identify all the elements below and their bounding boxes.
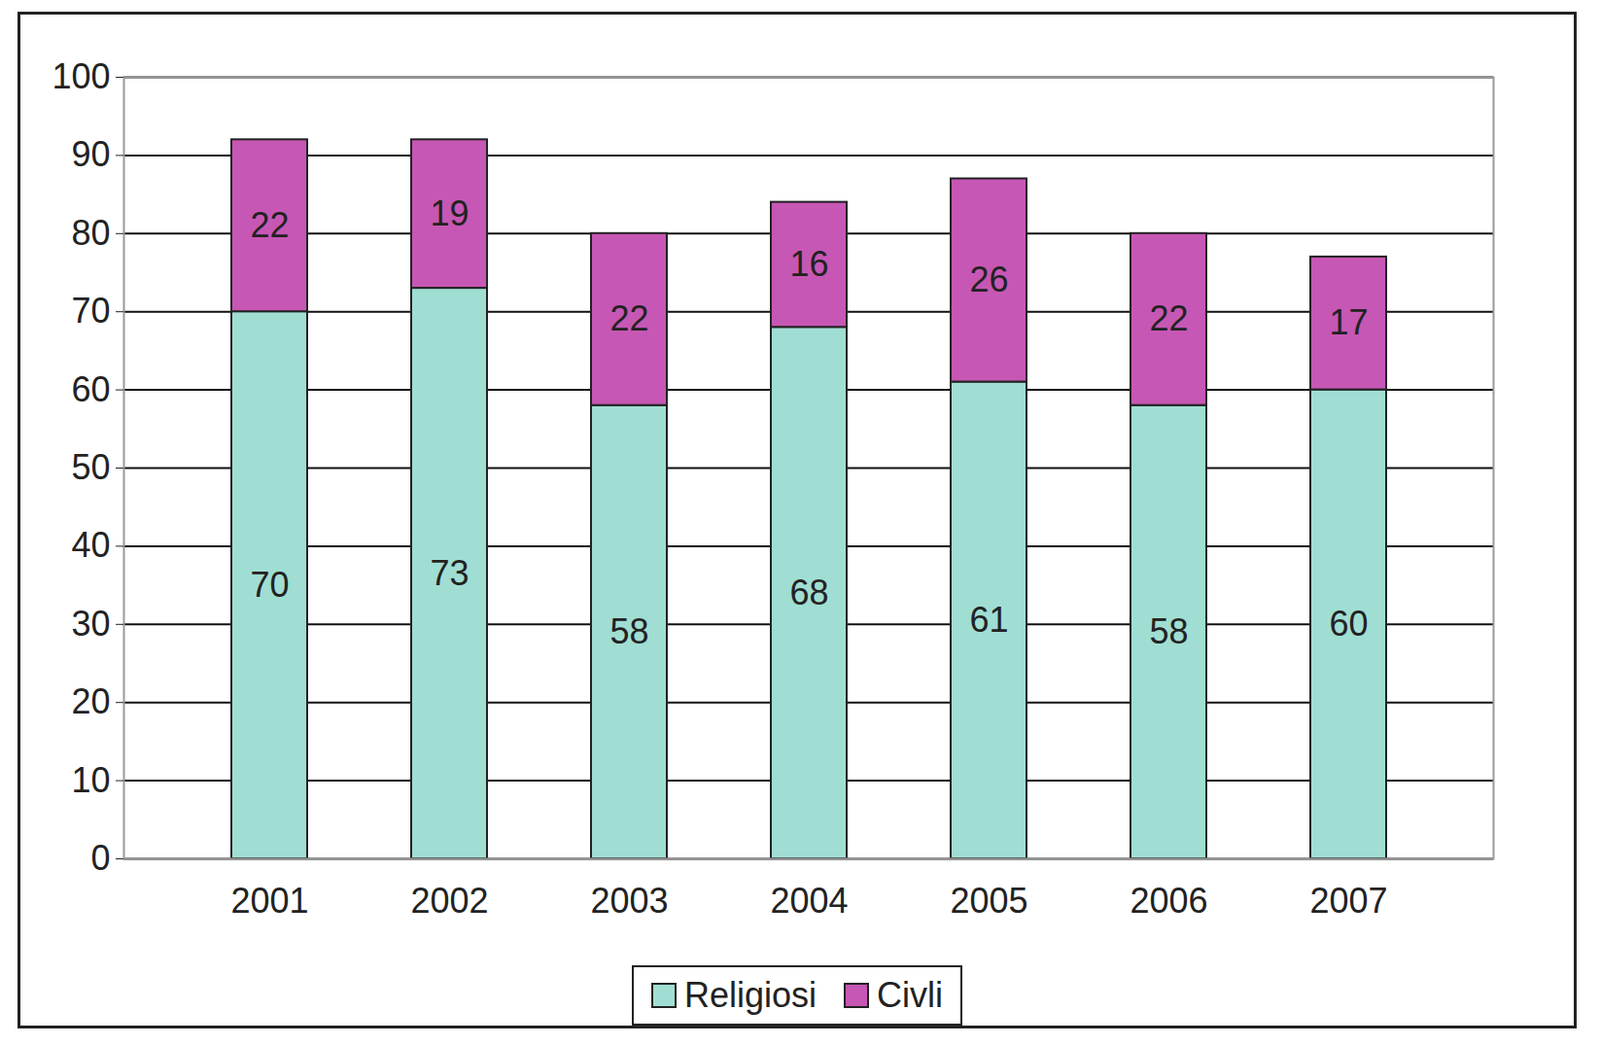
svg-text:19: 19 bbox=[429, 193, 469, 234]
svg-text:70: 70 bbox=[249, 564, 289, 605]
svg-text:61: 61 bbox=[969, 599, 1009, 640]
svg-text:100: 100 bbox=[51, 56, 110, 97]
svg-text:58: 58 bbox=[609, 611, 649, 652]
svg-text:73: 73 bbox=[429, 553, 469, 593]
svg-text:2003: 2003 bbox=[590, 880, 668, 921]
svg-text:22: 22 bbox=[1148, 298, 1188, 339]
html-text:Civli: Civli bbox=[876, 974, 943, 1015]
svg-text:68: 68 bbox=[789, 572, 829, 613]
svg-text:60: 60 bbox=[1328, 603, 1368, 644]
svg-text:70: 70 bbox=[70, 290, 110, 331]
svg-text:22: 22 bbox=[609, 298, 649, 339]
svg-text:80: 80 bbox=[70, 212, 110, 253]
svg-text:58: 58 bbox=[1148, 611, 1188, 652]
svg-text:0: 0 bbox=[90, 837, 110, 878]
svg-text:22: 22 bbox=[249, 205, 289, 245]
svg-text:2007: 2007 bbox=[1309, 880, 1388, 921]
svg-text:30: 30 bbox=[70, 603, 110, 644]
svg-text:2001: 2001 bbox=[230, 880, 309, 921]
svg-text:16: 16 bbox=[789, 243, 829, 284]
svg-text:60: 60 bbox=[70, 369, 110, 410]
svg-text:2002: 2002 bbox=[410, 880, 488, 921]
svg-text:10: 10 bbox=[70, 760, 110, 800]
svg-text:2005: 2005 bbox=[949, 880, 1028, 921]
html-text:Religiosi: Religiosi bbox=[684, 974, 817, 1015]
svg-text:2004: 2004 bbox=[769, 880, 848, 921]
svg-text:2006: 2006 bbox=[1129, 880, 1208, 921]
svg-text:50: 50 bbox=[70, 447, 110, 487]
svg-text:20: 20 bbox=[70, 681, 110, 722]
svg-text:90: 90 bbox=[70, 134, 110, 174]
svg-text:40: 40 bbox=[70, 524, 110, 565]
svg-text:17: 17 bbox=[1328, 302, 1368, 343]
svg-text:26: 26 bbox=[969, 259, 1009, 300]
